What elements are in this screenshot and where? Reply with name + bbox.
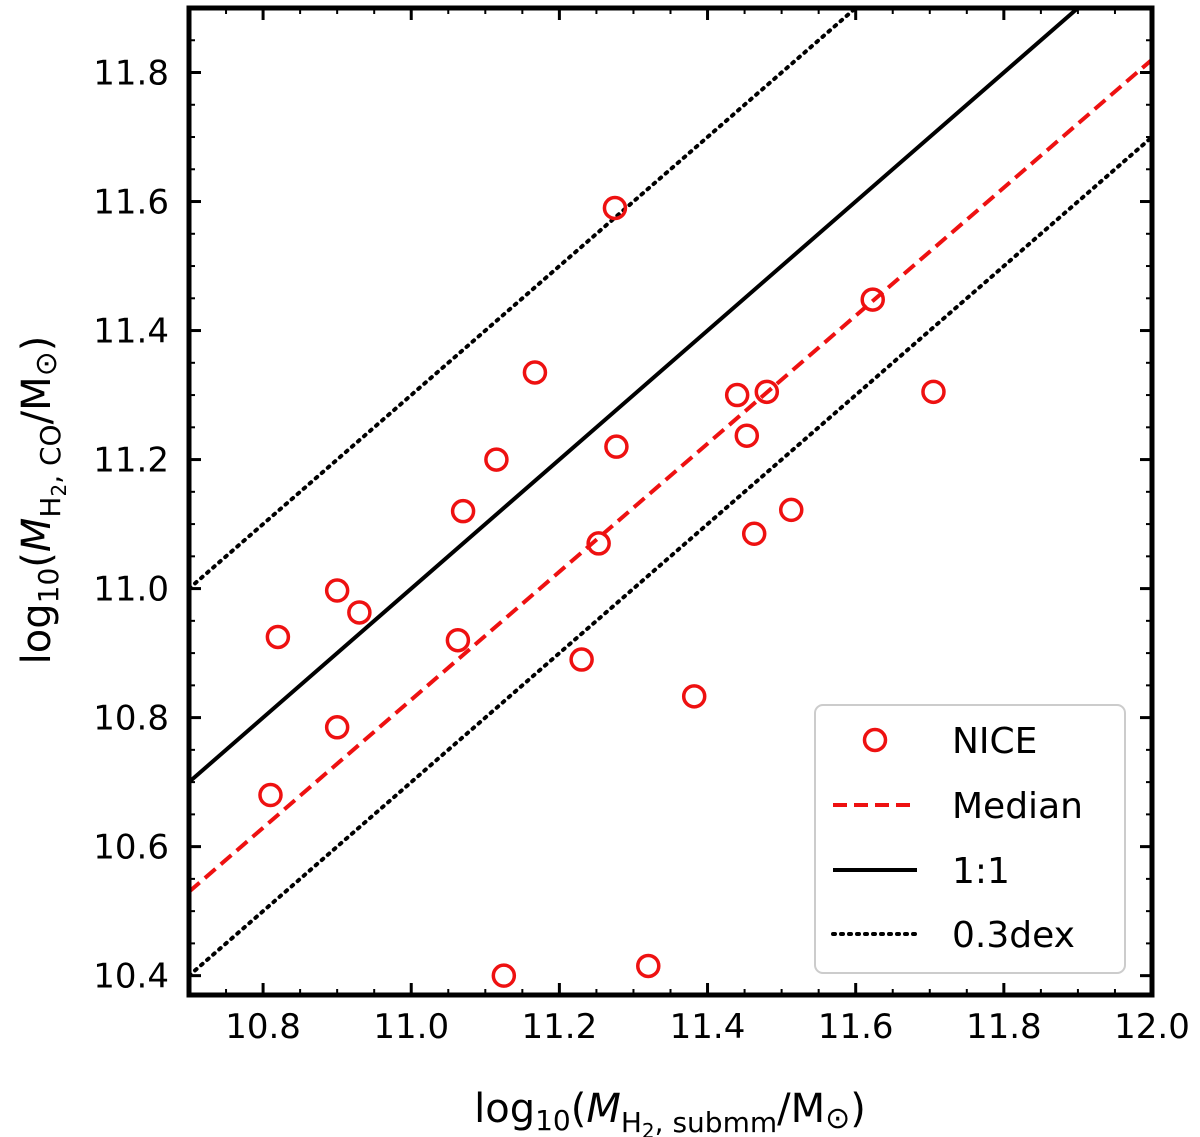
y-tick-label: 11.4: [93, 312, 169, 352]
legend-box: [814, 704, 1126, 974]
y-tick-label: 11.8: [93, 54, 169, 94]
data-point: [445, 627, 471, 653]
data-point: [734, 423, 760, 448]
y-tick-label: 11.2: [93, 441, 169, 481]
data-point: [450, 498, 476, 524]
reference-lines: [189, 8, 1152, 978]
axis-ticks: 10.8 11.0 11.2 11.4 11.6 11.8 12.0 10.4 10.6 10.8…: [93, 8, 1190, 1047]
one-to-one-line: [189, 8, 1080, 784]
data-point: [724, 382, 750, 408]
data-point: [681, 684, 707, 709]
x-tick-label: 11.8: [966, 1007, 1042, 1047]
legend: NICE Median 1:1 0.3dex: [814, 704, 1126, 974]
data-point: [636, 953, 661, 979]
legend-label-nice: NICE: [952, 721, 1037, 762]
y-tick-label: 10.4: [93, 957, 169, 997]
data-point: [324, 715, 350, 740]
data-point: [741, 521, 767, 547]
x-tick-label: 10.8: [225, 1007, 301, 1047]
data-point: [754, 379, 780, 405]
legend-nice-marker: [862, 727, 888, 753]
data-point: [484, 447, 509, 472]
y-tick-label: 11.6: [93, 183, 169, 223]
data-point: [522, 360, 548, 385]
upper-dex-line: [189, 8, 858, 591]
y-tick-label: 11.0: [93, 570, 169, 610]
data-point: [860, 287, 885, 312]
x-tick-label: 11.2: [522, 1007, 598, 1047]
x-tick-label: 11.4: [670, 1007, 746, 1047]
data-point: [569, 647, 594, 672]
data-point: [586, 531, 611, 556]
data-point: [921, 379, 946, 405]
x-tick-label: 11.6: [818, 1007, 894, 1047]
data-points: [258, 195, 946, 988]
lower-dex-line: [189, 135, 1152, 978]
data-point: [778, 497, 804, 523]
x-tick-label: 12.0: [1114, 1007, 1190, 1047]
data-point: [602, 195, 628, 221]
x-tick-label: 11.0: [373, 1007, 449, 1047]
data-point: [265, 624, 291, 650]
y-tick-label: 10.8: [93, 699, 169, 739]
y-axis-label: log10(MH2, CO/M⊙): [14, 336, 71, 665]
data-point: [258, 782, 283, 808]
y-tick-label: 10.6: [93, 828, 169, 868]
data-point: [491, 963, 517, 988]
median-line: [189, 58, 1152, 894]
x-axis-label: log10(MH2, submm/M⊙): [474, 1086, 866, 1137]
data-point: [347, 600, 372, 625]
data-point: [604, 434, 629, 459]
legend-label-one-to-one: 1:1: [952, 851, 1010, 892]
legend-label-median: Median: [952, 786, 1083, 827]
legend-label-dex: 0.3dex: [952, 915, 1075, 956]
data-point: [324, 578, 350, 603]
